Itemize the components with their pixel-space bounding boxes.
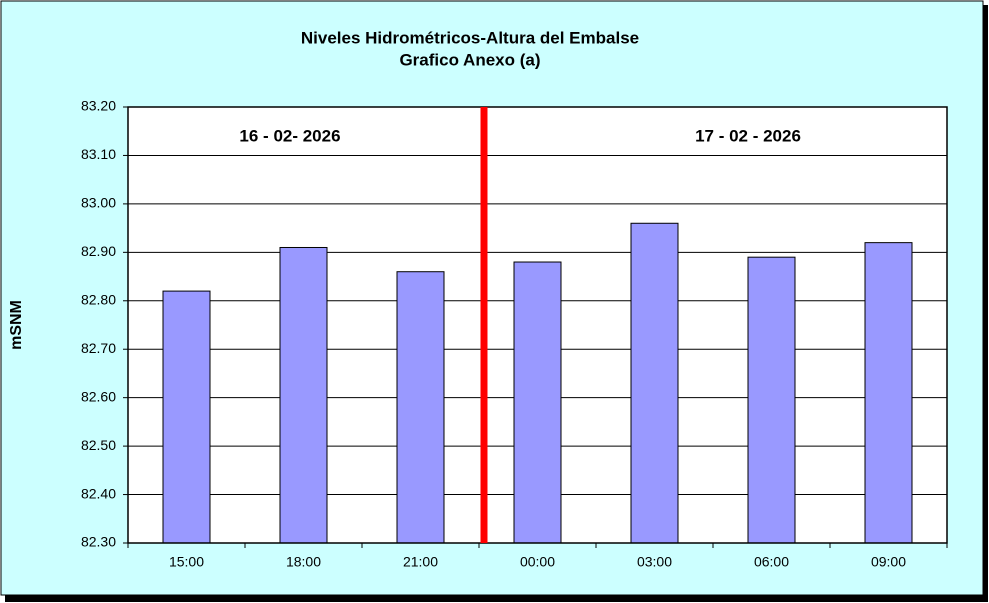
bar <box>513 261 562 544</box>
plot-border <box>127 106 948 544</box>
x-tick-label: 00:00 <box>520 554 555 570</box>
y-tick-label: 83.20 <box>81 98 116 114</box>
y-tick-label: 82.70 <box>81 340 116 356</box>
x-tick-label: 03:00 <box>637 554 672 570</box>
y-tick-label: 83.10 <box>81 146 116 162</box>
y-tick-label: 82.40 <box>81 485 116 501</box>
chart-subtitle: Grafico Anexo (a) <box>399 50 540 69</box>
y-tick-label: 82.90 <box>81 243 116 259</box>
annotation: 17 - 02 - 2026 <box>695 126 801 145</box>
y-tick-label: 82.80 <box>81 291 116 307</box>
y-tick-label: 82.50 <box>81 437 116 453</box>
x-tick-label: 18:00 <box>286 554 321 570</box>
y-axis-label: mSNM <box>8 300 25 350</box>
y-tick-label: 82.30 <box>81 534 116 550</box>
y-tick-label: 82.60 <box>81 388 116 404</box>
x-tick-label: 09:00 <box>871 554 906 570</box>
x-tick-label: 21:00 <box>403 554 438 570</box>
bar <box>747 256 796 544</box>
y-tick-label: 83.00 <box>81 195 116 211</box>
bar <box>162 290 211 544</box>
x-tick-label: 06:00 <box>754 554 789 570</box>
bar <box>396 271 445 544</box>
x-tick-label: 15:00 <box>169 554 204 570</box>
bar <box>864 242 913 544</box>
annotation: 16 - 02- 2026 <box>239 126 340 145</box>
chart-title: Niveles Hidrométricos-Altura del Embalse <box>301 28 639 47</box>
bar <box>630 222 679 544</box>
bar <box>279 246 328 544</box>
